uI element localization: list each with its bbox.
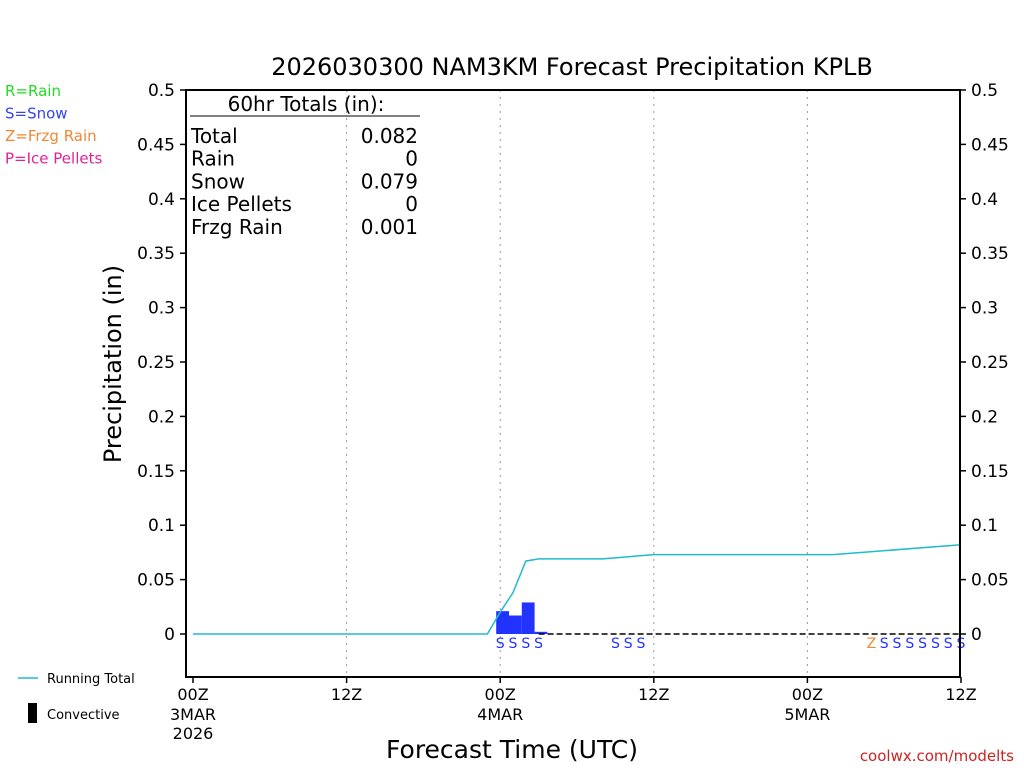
y-tick-label-right: 0.35 bbox=[971, 244, 1009, 264]
x-tick-label: 3MAR bbox=[170, 705, 216, 724]
y-tick-label-left: 0.1 bbox=[148, 516, 175, 536]
totals-row-value: 0.001 bbox=[361, 215, 418, 239]
y-tick-label-right: 0.1 bbox=[971, 516, 998, 536]
x-tick-label: 5MAR bbox=[784, 705, 830, 724]
source-credit: coolwx.com/modelts bbox=[860, 747, 1014, 765]
totals-row-label: Ice Pellets bbox=[191, 192, 292, 216]
totals-row-value: 0.082 bbox=[361, 124, 418, 148]
precip-bar-snow bbox=[534, 631, 548, 634]
x-tick-label: 00Z bbox=[792, 685, 823, 704]
y-tick-label-left: 0 bbox=[164, 625, 175, 645]
ptype-marker: S bbox=[893, 636, 902, 652]
y-tick-label-left: 0.3 bbox=[148, 299, 175, 319]
x-tick-label: 12Z bbox=[945, 685, 976, 704]
totals-row-label: Total bbox=[190, 124, 238, 148]
y-tick-label-right: 0.4 bbox=[971, 190, 998, 210]
y-tick-label-left: 0.45 bbox=[137, 135, 175, 155]
y-tick-label-right: 0.45 bbox=[971, 135, 1009, 155]
totals-box: 60hr Totals (in): Total 0.082 Rain 0 Snow 0.07… bbox=[190, 92, 420, 239]
ptype-marker: S bbox=[637, 636, 646, 652]
y-tick-label-left: 0.15 bbox=[137, 462, 175, 482]
ptype-legend-item: P=Ice Pellets bbox=[5, 150, 102, 168]
precip-bar-snow bbox=[496, 611, 509, 634]
ptype-marker: S bbox=[944, 636, 953, 652]
y-tick-label-left: 0.35 bbox=[137, 244, 175, 264]
precip-bar-snow bbox=[509, 615, 522, 634]
y-tick-label-left: 0.5 bbox=[148, 81, 175, 101]
y-tick-label-right: 0.5 bbox=[971, 81, 998, 101]
ptype-marker: S bbox=[509, 636, 518, 652]
ptype-legend-item: Z=Frzg Rain bbox=[5, 127, 97, 145]
y-axis-label: Precipitation (in) bbox=[99, 265, 127, 463]
ptype-marker: S bbox=[905, 636, 914, 652]
y-tick-label-left: 0.25 bbox=[137, 353, 175, 373]
ptype-marker: S bbox=[918, 636, 927, 652]
y-tick-label-left: 0.4 bbox=[148, 190, 175, 210]
y-tick-label-left: 0.2 bbox=[148, 407, 175, 427]
running-total-line bbox=[193, 544, 962, 635]
totals-row-value: 0 bbox=[405, 147, 418, 171]
totals-row-value: 0.079 bbox=[361, 169, 418, 193]
totals-heading: 60hr Totals (in): bbox=[228, 92, 385, 116]
y-tick-label-left: 0.05 bbox=[137, 571, 175, 591]
x-tick-label: 2026 bbox=[173, 724, 214, 743]
ptype-legend-item: S=Snow bbox=[5, 105, 68, 123]
plot-frame bbox=[185, 89, 961, 678]
ptype-marker: S bbox=[534, 636, 543, 652]
convective-swatch bbox=[28, 703, 37, 723]
ptype-marker: S bbox=[624, 636, 633, 652]
y-tick-label-right: 0.05 bbox=[971, 571, 1009, 591]
y-tick-label-right: 0.25 bbox=[971, 353, 1009, 373]
x-tick-label: 4MAR bbox=[477, 705, 523, 724]
series-legend-label: Running Total bbox=[47, 672, 135, 687]
series-legend-label: Convective bbox=[47, 708, 120, 723]
precip-bars bbox=[496, 602, 548, 634]
chart-title: 2026030300 NAM3KM Forecast Precipitation… bbox=[271, 53, 873, 81]
y-tick-label-right: 0 bbox=[971, 625, 982, 645]
ptype-marker: Z bbox=[867, 636, 877, 652]
ptype-marker: S bbox=[521, 636, 530, 652]
totals-row-label: Rain bbox=[191, 147, 235, 171]
ptype-marker: S bbox=[880, 636, 889, 652]
totals-row-label: Snow bbox=[191, 169, 245, 193]
ptype-marker: S bbox=[611, 636, 620, 652]
y-axis-ticks: 0 0 0.05 0.05 0.1 0.1 0.15 0.15 0.2 0.2 0.25 0.25 0.… bbox=[137, 81, 1009, 645]
ptype-legend: R=Rain S=Snow Z=Frzg Rain P=Ice Pellets bbox=[5, 82, 102, 168]
x-tick-label: 12Z bbox=[638, 685, 669, 704]
x-axis-label: Forecast Time (UTC) bbox=[386, 735, 638, 764]
y-tick-label-right: 0.2 bbox=[971, 407, 998, 427]
precip-bar-snow bbox=[521, 602, 535, 634]
x-tick-label: 00Z bbox=[485, 685, 516, 704]
y-tick-label-right: 0.3 bbox=[971, 299, 998, 319]
ptype-marker: S bbox=[931, 636, 940, 652]
x-tick-label: 12Z bbox=[331, 685, 362, 704]
series-legend: Running Total Convective bbox=[18, 672, 135, 723]
ptype-marker: S bbox=[957, 636, 966, 652]
series-lines bbox=[193, 544, 962, 635]
y-tick-label-right: 0.15 bbox=[971, 462, 1009, 482]
x-tick-label: 00Z bbox=[177, 685, 208, 704]
totals-row-label: Frzg Rain bbox=[191, 215, 283, 239]
ptype-marker: S bbox=[496, 636, 505, 652]
totals-row-value: 0 bbox=[405, 192, 418, 216]
ptype-legend-item: R=Rain bbox=[5, 82, 61, 100]
